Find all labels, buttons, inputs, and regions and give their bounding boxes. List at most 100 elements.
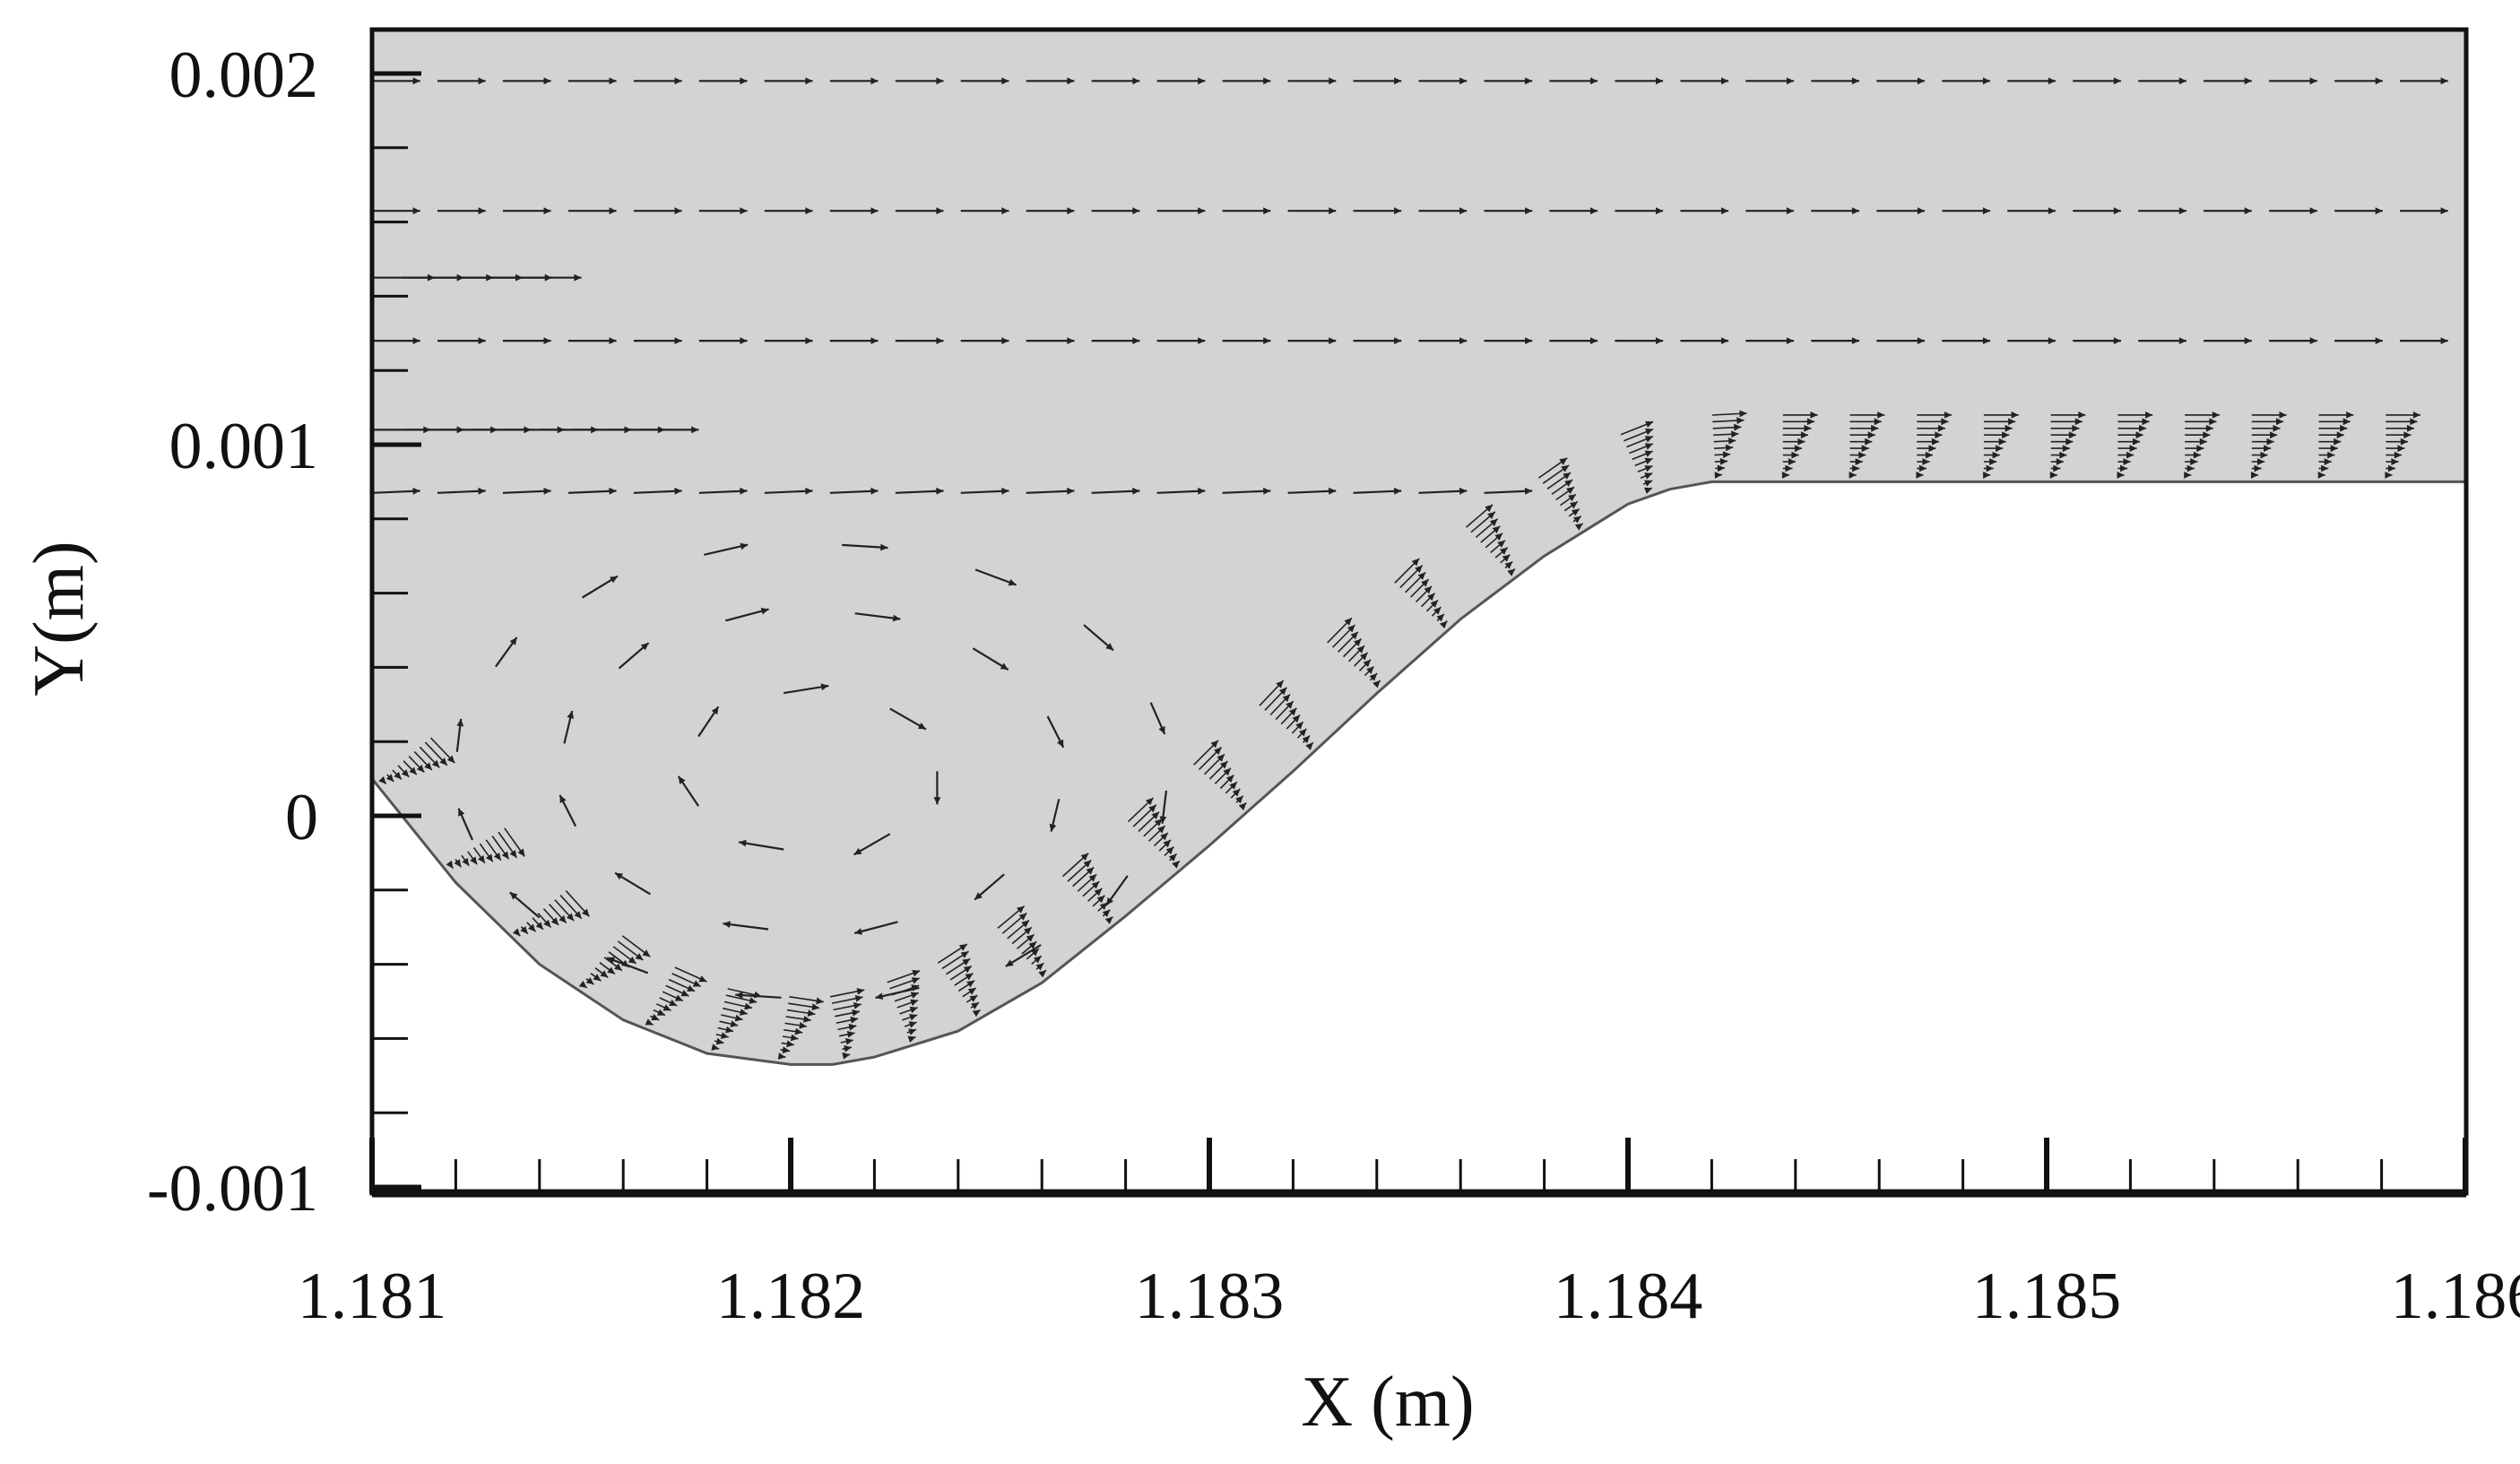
velocity-arrow	[1782, 464, 1793, 472]
velocity-arrow	[1091, 77, 1140, 85]
velocity-arrow	[2318, 437, 2342, 446]
velocity-arrow	[2386, 431, 2412, 439]
velocity-arrow	[895, 77, 944, 85]
velocity-arrow	[1542, 464, 1570, 484]
velocity-arrow	[1917, 418, 1949, 426]
velocity-arrow	[2269, 77, 2317, 85]
velocity-arrow	[491, 836, 510, 860]
velocity-arrow	[1782, 445, 1802, 453]
velocity-arrow	[2050, 431, 2076, 439]
velocity-arrow	[2117, 464, 2128, 472]
velocity-arrow	[2185, 418, 2217, 426]
velocity-arrow	[2386, 418, 2418, 426]
velocity-arrow	[1465, 504, 1494, 528]
velocity-arrow	[2050, 424, 2080, 432]
velocity-arrow	[1418, 207, 1468, 215]
velocity-arrow	[1680, 207, 1729, 215]
velocity-arrow	[1568, 507, 1580, 517]
velocity-arrow	[1484, 77, 1533, 85]
velocity-arrow	[1712, 423, 1742, 431]
velocity-arrow	[1983, 424, 2013, 432]
velocity-arrow	[2050, 451, 2067, 459]
velocity-arrow	[1156, 487, 1206, 495]
velocity-arrow	[603, 957, 623, 972]
velocity-arrow	[559, 895, 583, 920]
velocity-arrow	[835, 1009, 861, 1018]
velocity-arrow	[1615, 77, 1664, 85]
velocity-arrow	[633, 207, 682, 215]
velocity-arrow	[1713, 430, 1739, 438]
velocity-arrow	[714, 1037, 724, 1045]
velocity-arrow	[1031, 955, 1043, 966]
velocity-arrow	[639, 426, 699, 434]
velocity-arrow	[419, 746, 440, 768]
velocity-arrow	[1745, 337, 1794, 344]
velocity-arrow	[1148, 825, 1166, 842]
velocity-arrow	[2318, 451, 2335, 459]
velocity-arrow	[2318, 431, 2344, 439]
velocity-arrow	[786, 1009, 816, 1017]
velocity-arrow	[902, 1014, 918, 1021]
velocity-arrow	[764, 207, 813, 215]
velocity-arrow	[854, 612, 901, 622]
velocity-arrow	[2049, 472, 2057, 479]
velocity-arrow	[974, 873, 1005, 901]
y-tick-label: 0	[285, 781, 318, 854]
velocity-arrow	[1917, 437, 1939, 446]
y-tick-label: 0.002	[169, 39, 319, 112]
velocity-arrow	[785, 1016, 811, 1023]
velocity-arrow	[1235, 795, 1244, 804]
velocity-arrow	[1484, 487, 1533, 495]
velocity-arrow	[2185, 437, 2207, 446]
velocity-arrow	[563, 710, 575, 744]
velocity-arrow	[2073, 77, 2121, 85]
velocity-arrow	[1222, 337, 1271, 344]
velocity-arrow	[633, 77, 682, 85]
velocity-arrow	[1156, 77, 1206, 85]
velocity-arrow	[1484, 337, 1533, 344]
velocity-arrow	[1504, 560, 1513, 569]
velocity-arrow	[704, 542, 749, 556]
velocity-arrow	[612, 946, 637, 965]
velocity-arrow	[781, 1040, 794, 1048]
velocity-arrow	[2073, 337, 2121, 344]
velocity-arrow	[1620, 420, 1654, 436]
velocity-arrow	[1849, 418, 1882, 426]
velocity-arrow	[1143, 818, 1163, 837]
velocity-arrow	[974, 568, 1017, 586]
velocity-arrow	[962, 987, 977, 998]
x-tick-label: 1.185	[1972, 1260, 2122, 1333]
velocity-arrow	[502, 77, 551, 85]
velocity-arrow	[1551, 479, 1573, 496]
velocity-arrow	[2185, 451, 2201, 459]
velocity-arrow	[895, 337, 944, 344]
velocity-arrow	[2138, 207, 2187, 215]
velocity-arrow	[1680, 337, 1729, 344]
velocity-arrow	[567, 207, 617, 215]
velocity-arrow	[1713, 437, 1736, 445]
velocity-arrow	[1781, 472, 1789, 479]
velocity-arrow	[782, 1034, 799, 1042]
velocity-arrow	[2251, 424, 2281, 432]
velocity-arrow	[2007, 77, 2056, 85]
velocity-arrow	[1624, 428, 1654, 442]
velocity-arrow	[495, 637, 518, 668]
velocity-arrow	[2334, 77, 2383, 85]
velocity-arrow	[2269, 337, 2317, 344]
velocity-arrow	[372, 337, 420, 344]
velocity-arrow	[1091, 337, 1140, 344]
velocity-arrow	[392, 769, 403, 780]
velocity-arrow	[582, 575, 619, 599]
velocity-arrow	[554, 899, 575, 922]
velocity-arrow	[1983, 437, 2006, 446]
velocity-arrow	[677, 775, 700, 807]
velocity-arrow	[1782, 458, 1796, 465]
velocity-arrow	[1082, 880, 1100, 897]
velocity-arrow	[1485, 533, 1503, 549]
velocity-arrow	[954, 973, 974, 986]
velocity-arrow	[1287, 337, 1337, 344]
velocity-arrow	[840, 1037, 853, 1045]
velocity-arrow	[617, 940, 644, 961]
velocity-arrow	[837, 1023, 857, 1031]
velocity-arrow	[829, 207, 879, 215]
